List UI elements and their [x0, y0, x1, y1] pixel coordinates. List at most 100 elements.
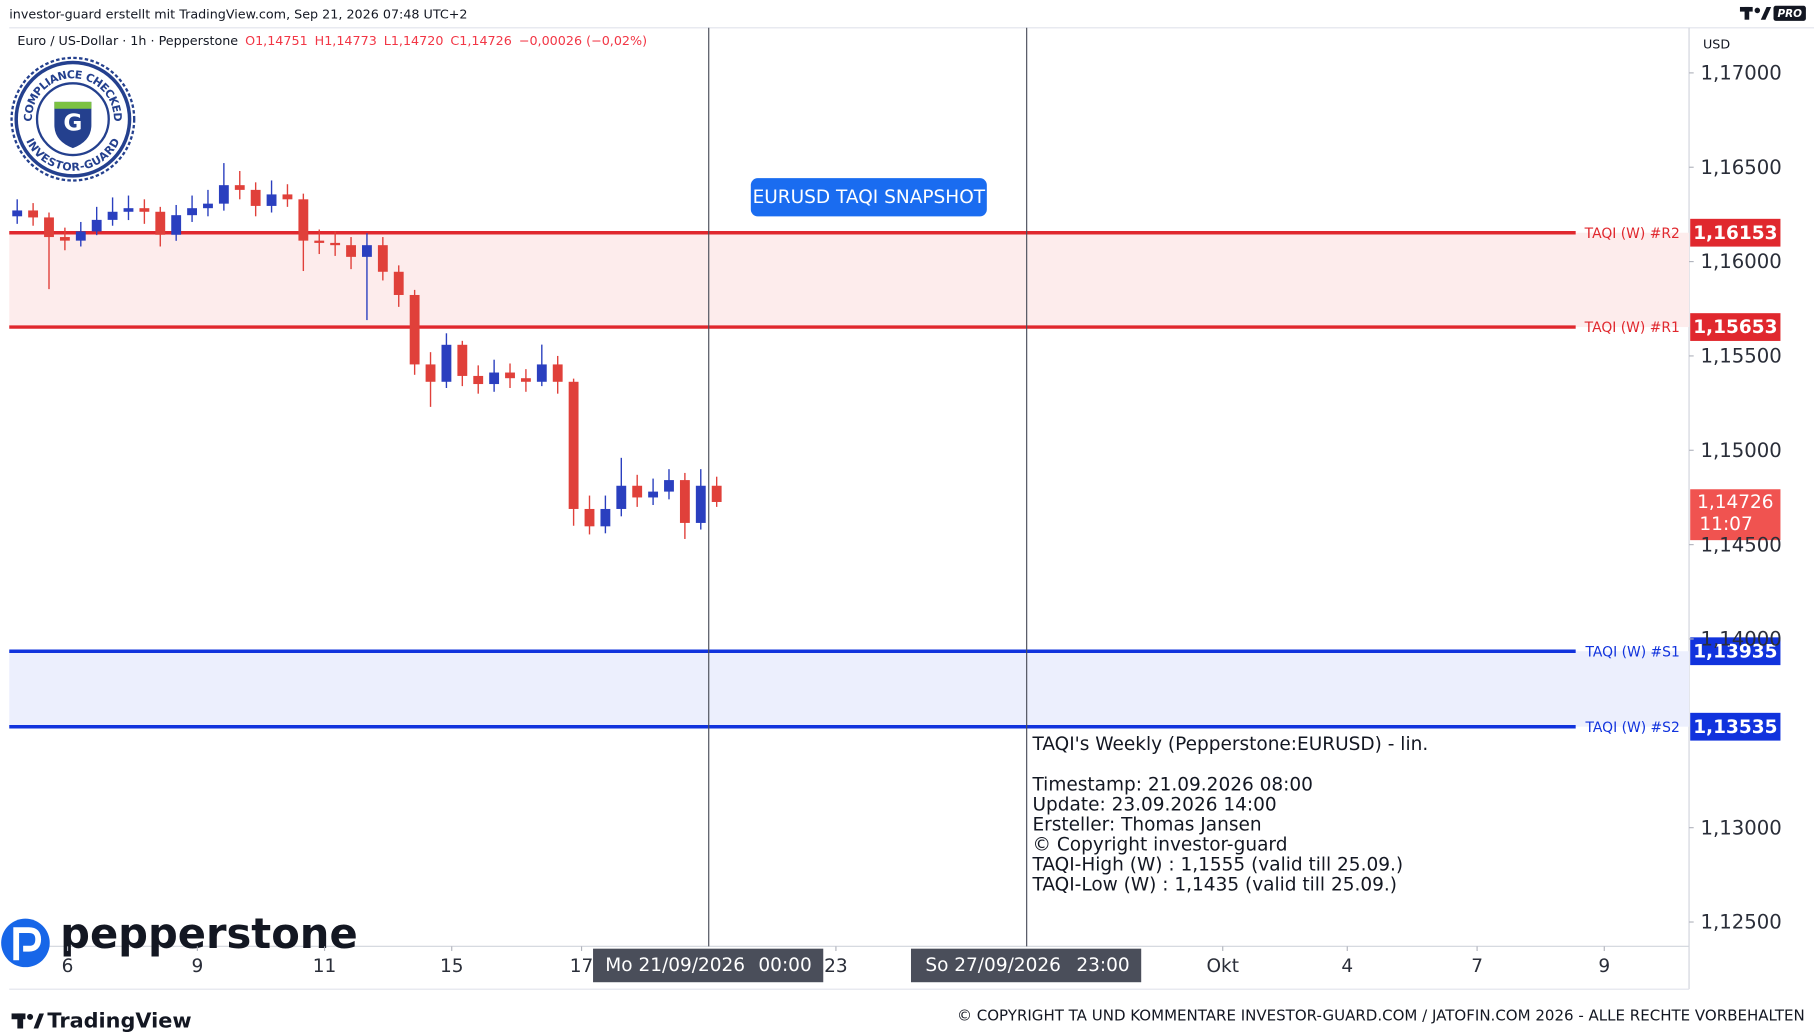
x-tick-label: 4 — [1341, 956, 1353, 977]
candle-body — [346, 245, 356, 257]
candle-body — [203, 203, 213, 209]
y-tick-label: 1,13000 — [1700, 816, 1781, 839]
broker-logo-p — [13, 927, 42, 961]
candle-body — [393, 271, 404, 295]
candle-body — [59, 237, 70, 241]
x-tick-label: Okt — [1206, 956, 1239, 977]
candle-body — [75, 231, 86, 241]
plot-area — [9, 27, 1690, 947]
info-line: TAQI-Low (W) : 1,1435 (valid till 25.09.… — [1031, 875, 1397, 896]
legend-item: −0,00026 (−0,02%) — [519, 33, 647, 48]
credit: investor-guard erstellt mit TradingView.… — [9, 7, 467, 22]
logo-shape — [27, 1013, 34, 1020]
y-tick-label: 1,14000 — [1700, 628, 1781, 651]
axis-unit: USD — [1703, 37, 1730, 52]
badge-shield-top — [54, 101, 92, 109]
candle-body — [505, 372, 515, 379]
candle-body — [377, 245, 388, 272]
candle-body — [139, 208, 150, 212]
marker-time: 00:00 — [758, 955, 811, 976]
x-tick-label: 11 — [313, 956, 337, 977]
candle-body — [314, 240, 325, 243]
x-tick-label: 23 — [824, 956, 848, 977]
candle-body — [679, 480, 690, 523]
marker-date-box — [910, 948, 1142, 983]
legend-item: O1,14751 — [245, 33, 308, 48]
candle-body — [536, 364, 547, 382]
pro-label: PRO — [1777, 8, 1802, 20]
x-tick-label: 17 — [570, 956, 594, 977]
logo-shape — [33, 1013, 44, 1029]
copyright: © COPYRIGHT TA UND KOMMENTARE INVESTOR-G… — [957, 1006, 1805, 1024]
level-badge-label: 1,13535 — [1693, 717, 1777, 738]
snapshot-button[interactable] — [750, 178, 987, 217]
candle-body — [12, 210, 23, 217]
legend-item: L1,14720 — [384, 33, 444, 48]
candle-body — [425, 364, 436, 382]
info-line: TAQI-High (W) : 1,1555 (valid till 25.09… — [1031, 855, 1403, 876]
logo-shape — [1760, 6, 1772, 20]
pro-box — [1773, 5, 1806, 21]
candle-body — [695, 485, 706, 523]
candle-body — [155, 211, 166, 235]
logo-shape — [17, 1013, 24, 1029]
level-name: TAQI (W) #R2 — [1584, 226, 1680, 242]
candle-body — [664, 480, 674, 492]
candle-body — [648, 491, 659, 498]
x-tick-label: 9 — [1598, 956, 1610, 977]
candle-body — [218, 185, 229, 204]
level-badge-label: 1,13935 — [1693, 641, 1777, 662]
y-tick-label: 1,17000 — [1700, 62, 1781, 85]
candle-body — [250, 189, 261, 206]
candle-body — [632, 485, 643, 498]
x-tick-label: 9 — [191, 956, 203, 977]
x-tick-label: 15 — [440, 956, 464, 977]
candle-body — [711, 485, 722, 502]
candle-body — [552, 364, 563, 382]
level-name: TAQI (W) #R1 — [1584, 320, 1680, 336]
candle-body — [441, 344, 452, 382]
candle-body — [616, 485, 627, 509]
y-tick-label: 1,16000 — [1700, 250, 1781, 273]
candle-body — [489, 372, 500, 385]
zone — [9, 651, 1690, 727]
level-name: TAQI (W) #S2 — [1585, 720, 1680, 736]
candle-body — [584, 508, 595, 527]
level-name: TAQI (W) #S1 — [1585, 644, 1680, 660]
candle-body — [91, 219, 102, 232]
candle-body — [298, 199, 309, 241]
candle-body — [568, 381, 579, 509]
level-badge — [1690, 712, 1781, 741]
marker-time: 23:00 — [1076, 955, 1129, 976]
x-tick-label: 6 — [62, 956, 74, 977]
level-badge — [1690, 313, 1781, 341]
candle-body — [187, 208, 198, 216]
tv-pro-logo: PRO — [1739, 5, 1806, 21]
level-badge-label: 1,15653 — [1693, 317, 1777, 338]
last-price-badge — [1690, 489, 1781, 541]
snapshot-button-label[interactable]: EURUSD TAQI SNAPSHOT — [753, 187, 986, 208]
candle-body — [473, 375, 484, 385]
zone — [9, 232, 1690, 328]
marker-date: Mo 21/09/2026 — [605, 955, 745, 976]
info-line: Update: 23.09.2026 14:00 — [1032, 795, 1276, 816]
level-badge-label: 1,16153 — [1693, 223, 1777, 244]
info-line: Timestamp: 21.09.2026 08:00 — [1031, 775, 1313, 796]
y-tick-label: 1,16500 — [1700, 156, 1781, 179]
info-line: © Copyright investor-guard — [1032, 835, 1287, 856]
y-tick-label: 1,14500 — [1700, 533, 1781, 556]
logo-shape — [1754, 7, 1761, 14]
candle-body — [520, 378, 531, 382]
x-tick-label: 7 — [1471, 956, 1483, 977]
y-tick-label: 1,15500 — [1700, 345, 1781, 368]
legend-item: C1,14726 — [450, 33, 511, 48]
marker-date: So 27/09/2026 — [925, 955, 1061, 976]
last-price-countdown: 11:07 — [1699, 514, 1752, 535]
candle-body — [28, 210, 39, 218]
logo-shape — [1744, 6, 1750, 20]
broker-logo: pepperstone — [1, 909, 358, 968]
